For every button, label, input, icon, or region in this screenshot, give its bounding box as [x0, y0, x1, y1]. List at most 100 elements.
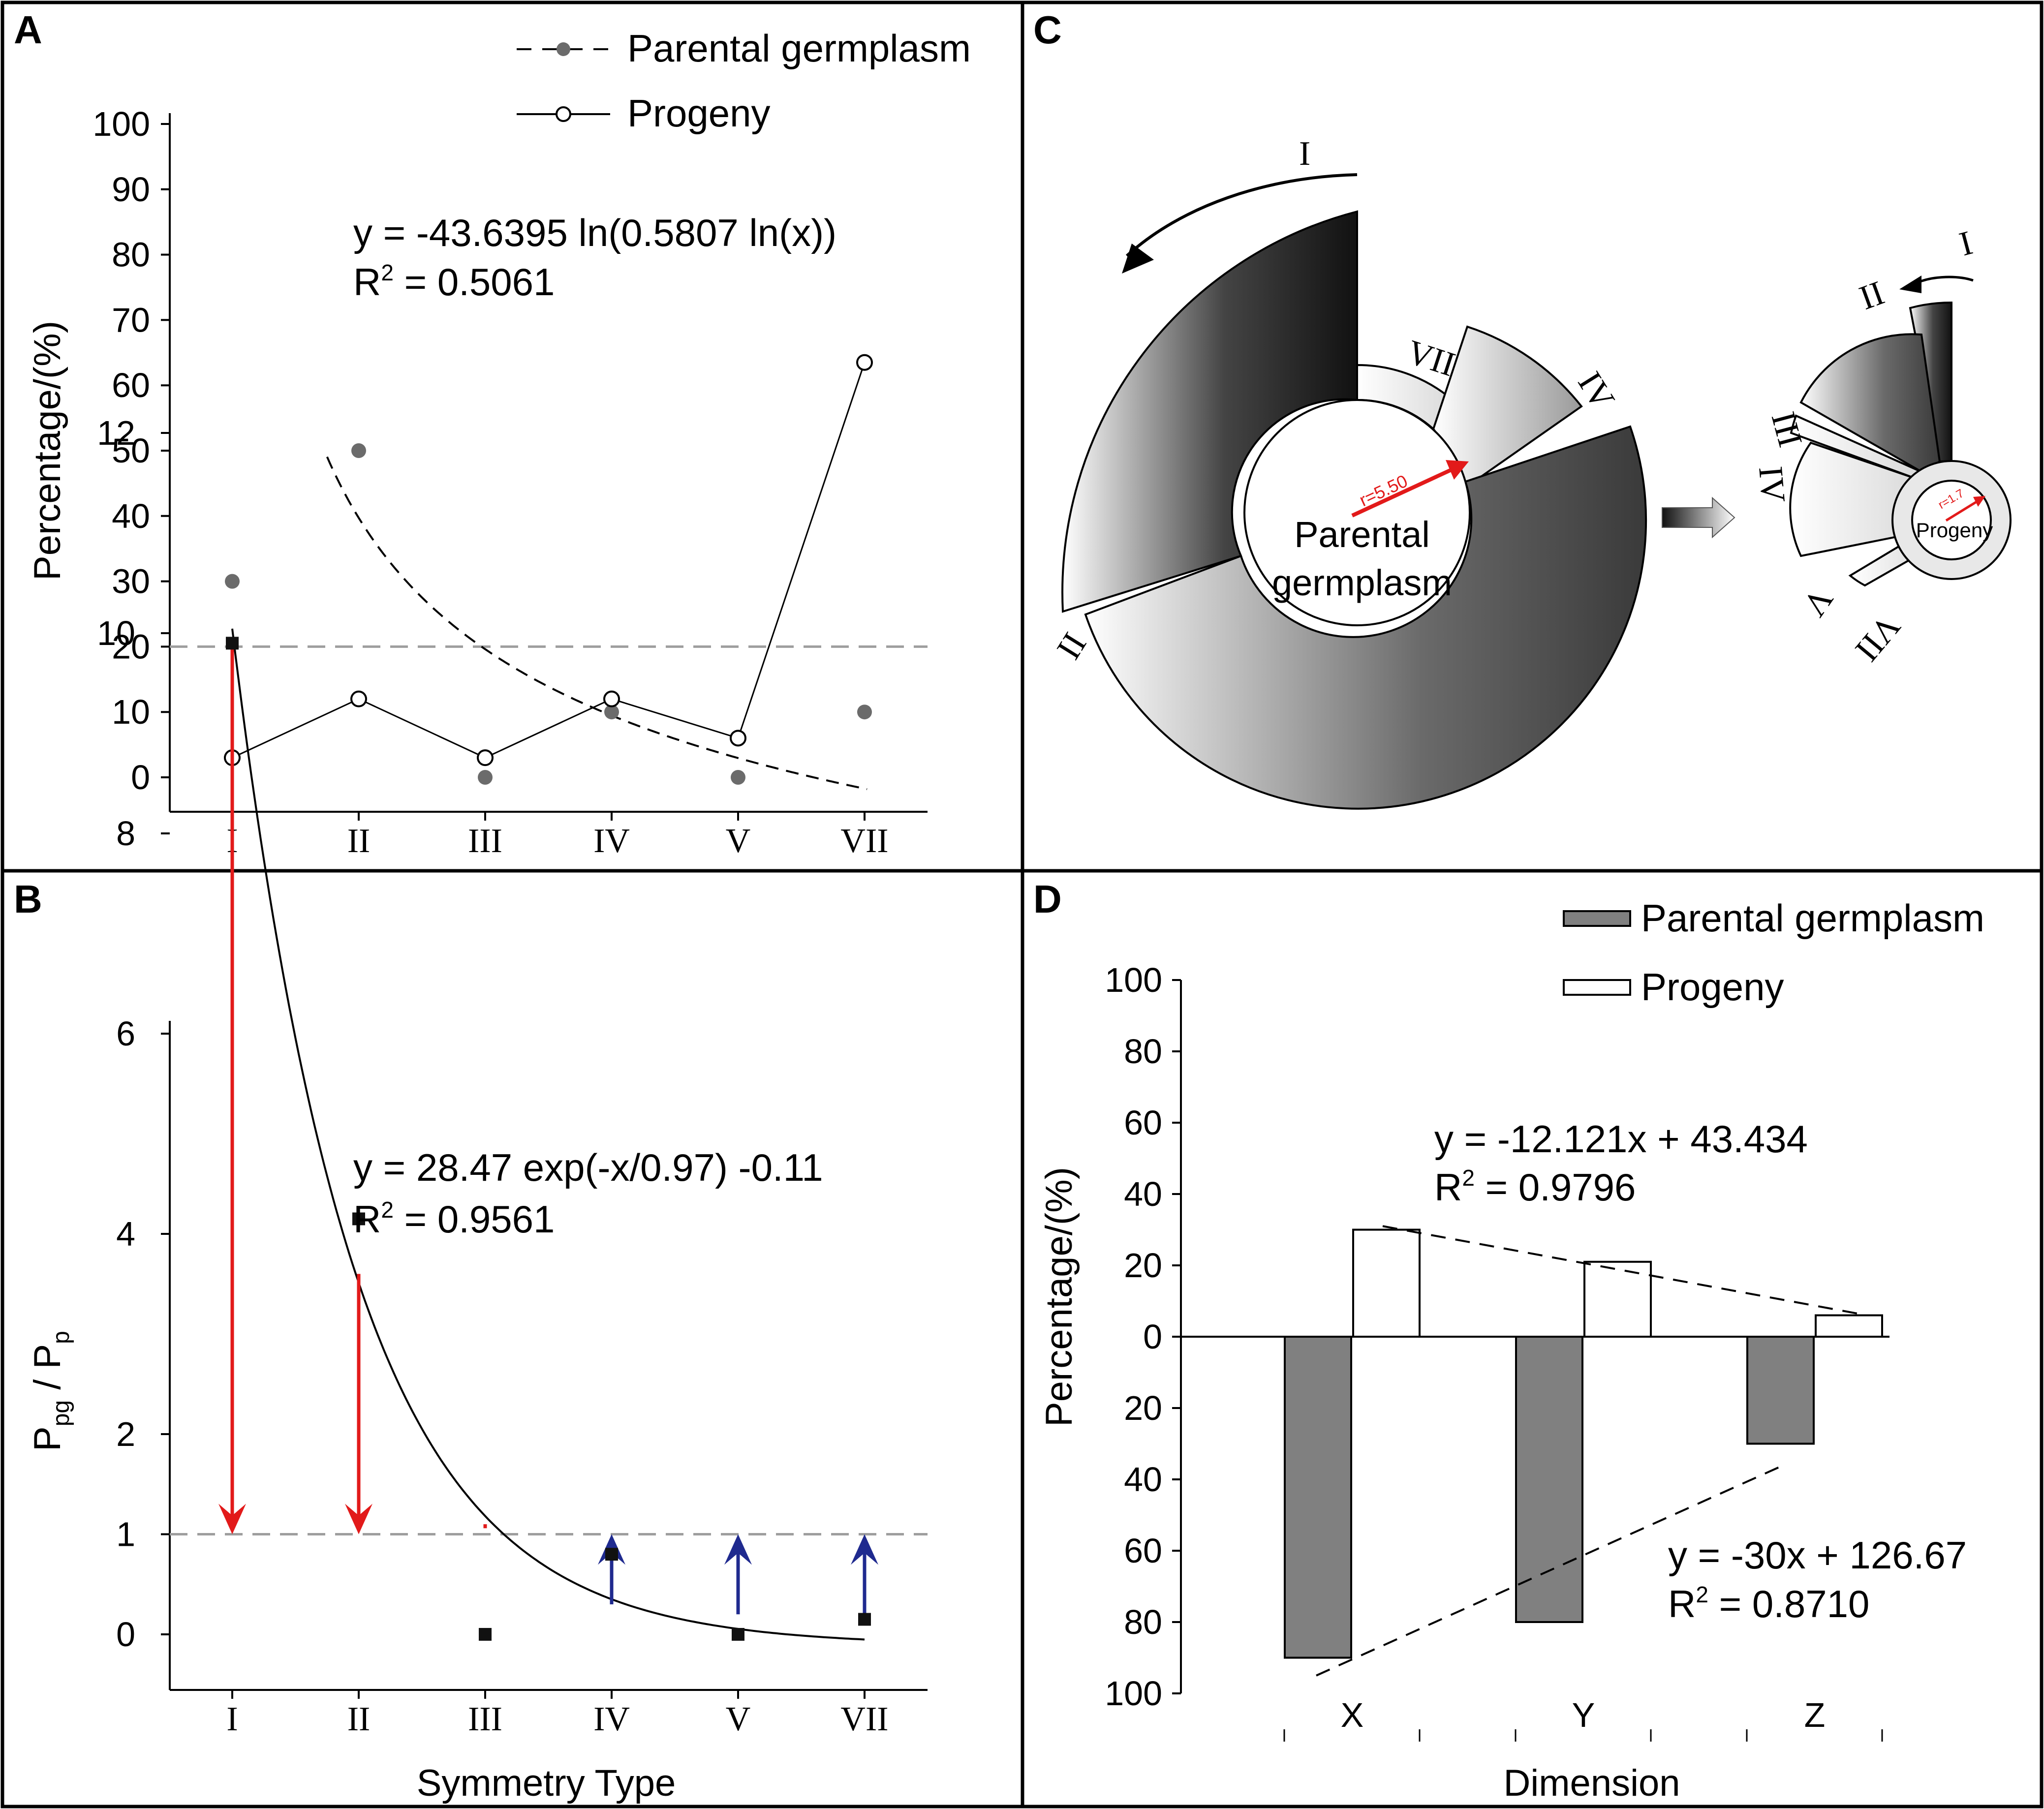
panel-a-x-tick-label: III: [468, 822, 502, 860]
panel-label-a: A: [14, 8, 42, 52]
legend-progeny-marker: [556, 106, 571, 122]
panel-d-fit-1-r2: R2 = 0.9796: [1434, 1165, 1636, 1209]
panel-b-x-tick-label: III: [468, 1700, 502, 1738]
progeny-point: [856, 354, 873, 371]
panel-a-y-tick-label: 30: [112, 562, 150, 601]
legend-progeny-swatch: [1563, 979, 1631, 996]
panel-d-y-tick-label: 20: [1124, 1389, 1162, 1427]
panel-d-fit-line-parental: [1316, 1464, 1784, 1677]
panel-b-fit-curve: [231, 628, 865, 1641]
panel-d-y-axis-title: Percentage/(%): [1038, 1167, 1080, 1427]
panel-a-y-tick-label: 60: [112, 366, 150, 404]
panel-d-y-tick-label: 40: [1124, 1175, 1162, 1213]
progeny-rotation-arrowhead: [1899, 276, 1921, 293]
parental-sector-ii: [1084, 425, 1647, 810]
panel-d-fit-2-r2: R2 = 0.8710: [1668, 1582, 1869, 1625]
panel-d-y-tick-label: 60: [1124, 1104, 1162, 1142]
progeny-point: [603, 690, 620, 707]
panel-b-x-tick-label: V: [726, 1700, 751, 1738]
parental-point: [225, 574, 240, 589]
panel-a-x-tick-label: IV: [593, 822, 630, 860]
progeny-bar: [1583, 1260, 1652, 1338]
progeny-point: [350, 690, 367, 707]
panel-b-point: [858, 1613, 871, 1626]
transition-arrow: [1662, 496, 1735, 539]
panel-a-y-tick-label: 50: [112, 431, 150, 470]
panel-c-diagram: I II IV VII r=5.50 Parental germplasm I …: [1050, 135, 2012, 810]
panel-a-y-axis-title: Percentage/(%): [27, 321, 68, 581]
parental-radius-arrow: [1351, 465, 1457, 518]
panel-label-c: C: [1033, 8, 1062, 52]
panel-a-y-tick-label: 10: [112, 693, 150, 731]
panel-b-point: [732, 1628, 744, 1641]
parental-point: [604, 705, 619, 720]
panel-a-y-tick-label: 100: [93, 105, 150, 143]
panel-b-y-tick-label: 12: [97, 414, 135, 452]
panel-b-y-tick-label: 2: [116, 1415, 135, 1453]
progeny-sector-iv: [1789, 441, 1925, 557]
panel-a-x-tick-label: VII: [840, 822, 888, 860]
panel-a-x-tick-label: V: [726, 822, 751, 860]
panel-b-point: [605, 1548, 618, 1561]
legend-progeny-label: Progeny: [627, 92, 771, 135]
panel-b-y-tick-label: 1: [116, 1515, 135, 1554]
panel-d-fit-line-progeny: [1382, 1225, 1858, 1315]
progeny-center-label: Progeny: [1916, 519, 1993, 542]
parental-point: [351, 443, 366, 458]
panel-b-arrowhead: [218, 1503, 246, 1534]
panel-b-y-tick-label: 8: [116, 814, 135, 853]
legend-parental-swatch: [1563, 910, 1631, 927]
panel-a-legend: Parental germplasm Progeny: [517, 27, 971, 135]
parental-sector-label-i: I: [1299, 135, 1310, 173]
panel-d-chart: Parental germplasm Progeny 0 20 40 60 80 100 2…: [1038, 896, 1984, 1804]
parental-center-label-line2: germplasm: [1272, 562, 1452, 603]
progeny-sector-label-i: I: [1955, 224, 1976, 263]
panel-a-y-tick-label: 40: [112, 497, 150, 535]
legend-parental-label: Parental germplasm: [627, 27, 971, 70]
panel-d-y-tick-label: 80: [1124, 1032, 1162, 1071]
legend-progeny-label: Progeny: [1641, 965, 1784, 1009]
panel-d-y-tick-label: 0: [1143, 1318, 1162, 1356]
panel-d-y-tick-label: 60: [1124, 1532, 1162, 1570]
panel-a-fit-equation: y = -43.6395 ln(0.5807 ln(x)): [353, 211, 836, 254]
parental-bar: [1515, 1336, 1583, 1623]
panel-d-marks: [1284, 1225, 1883, 1677]
panel-d-y-tick-label: 20: [1124, 1246, 1162, 1285]
progeny-series-line: [232, 362, 866, 759]
panel-b-arrowhead: [345, 1503, 372, 1534]
panel-b-fit-equation: y = 28.47 exp(-x/0.97) -0.11: [353, 1146, 823, 1189]
progeny-point: [477, 749, 494, 767]
panel-a-y-tick-label: 90: [112, 170, 150, 209]
legend-parental-marker: [557, 42, 570, 56]
parental-rose: I II IV VII r=5.50 Parental germplasm: [1050, 135, 1647, 810]
progeny-radius-arrow: [1945, 499, 1979, 522]
panel-d-y-tick-label: 80: [1124, 1603, 1162, 1641]
panel-b-y-tick-label: 0: [116, 1615, 135, 1654]
panel-b-arrowhead: [724, 1534, 752, 1565]
panel-b-x-tick-label: IV: [593, 1700, 630, 1738]
panel-b-fit-r2: R2 = 0.9561: [353, 1197, 555, 1241]
panel-d-y-tick-label: 100: [1105, 961, 1162, 999]
panel-d-fit-1-equation: y = -12.121x + 43.434: [1434, 1117, 1808, 1161]
panel-a-y-tick-label: 0: [131, 758, 150, 797]
panel-b-marks: [170, 628, 928, 1641]
panel-b-x-axis-title: Symmetry Type: [417, 1762, 676, 1804]
panel-d-fit-2-equation: y = -30x + 126.67: [1668, 1533, 1967, 1577]
panel-a-y-tick-label: 80: [112, 236, 150, 274]
parental-bar: [1746, 1336, 1815, 1445]
panel-b-arrowhead: [851, 1534, 878, 1565]
parental-rotation-arrow: [1125, 173, 1358, 257]
panel-a-y-tick-label: 20: [112, 627, 150, 666]
panel-b-x-tick-label: II: [347, 1700, 371, 1738]
parental-point: [731, 770, 745, 785]
panel-b-x-tick-label: I: [226, 1700, 238, 1738]
panel-d-legend: Parental germplasm Progeny: [1563, 896, 1984, 1009]
panel-d-x-axis-title: Dimension: [1503, 1762, 1680, 1804]
panel-d-x-tick-label: Y: [1572, 1696, 1595, 1734]
progeny-sector-iii: [1790, 414, 1924, 481]
parental-sector-i: [1061, 210, 1358, 613]
parental-rotation-arrowhead: [1122, 244, 1154, 274]
